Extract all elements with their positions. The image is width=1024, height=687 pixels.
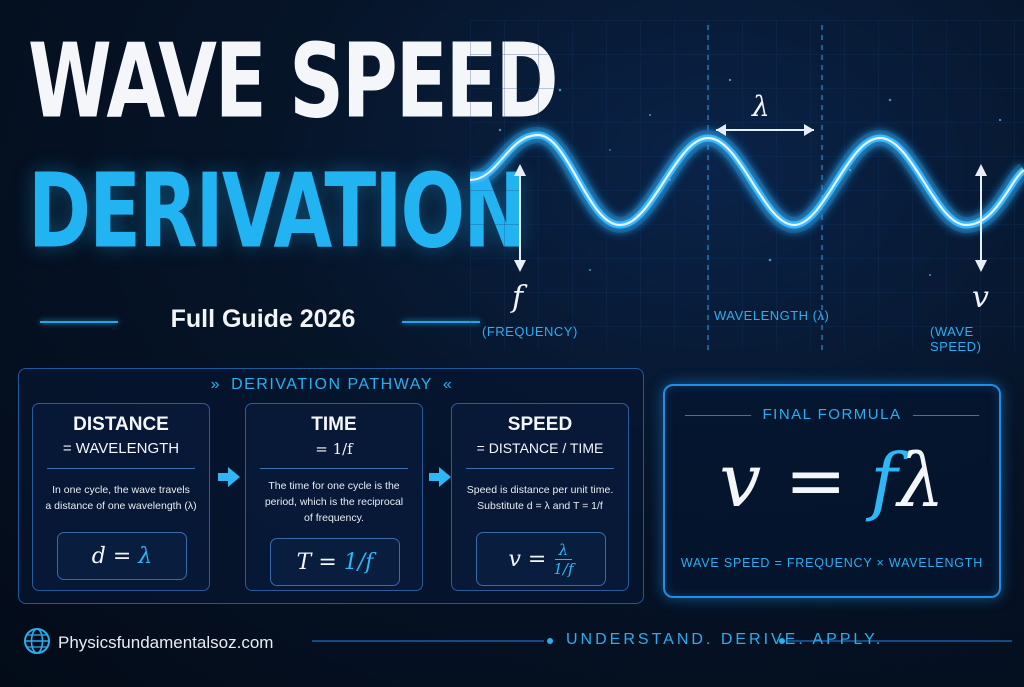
step-description: The time for one cycle is the period, wh… (252, 478, 416, 526)
pathway-title-text: DERIVATION PATHWAY (231, 376, 433, 393)
wave-speed-symbol: v (972, 280, 989, 315)
frequency-symbol: f (512, 280, 524, 315)
step-desc-line: In one cycle, the wave travels (52, 484, 190, 496)
formula-lambda: λ (897, 438, 945, 524)
wave-graphic (470, 20, 1024, 350)
equation-box: v = λ 1/f (476, 532, 606, 586)
step-desc-line: Speed is distance per unit time. (466, 484, 614, 496)
derivation-pathway-panel: » DERIVATION PATHWAY « DISTANCE = WAVELENG… (18, 368, 644, 604)
step-sub: = 1/f (315, 440, 353, 458)
wavelength-label: WAVELENGTH (λ) (714, 308, 830, 323)
eq-numerator: λ (554, 541, 573, 560)
wave-illustration: λ f (FREQUENCY) WAVELENGTH (λ) v (WAVE S… (470, 20, 1024, 354)
step-head: DISTANCE (73, 414, 169, 435)
step-card-time: TIME = 1/f The time for one cycle is the… (245, 403, 423, 591)
arrow-right-icon (218, 467, 240, 487)
step-head: TIME (311, 414, 357, 435)
step-desc-line: a distance of one wavelength (λ) (45, 500, 197, 512)
lambda-symbol: λ (752, 90, 770, 123)
formula-f: f (870, 438, 898, 524)
wave-speed-label: (WAVE SPEED) (930, 324, 982, 354)
title-line-2: DERIVATION (28, 150, 527, 271)
eq-fraction: λ 1/f (553, 541, 573, 578)
footer-website[interactable]: Physicsfundamentalsoz.com (58, 633, 274, 652)
step-card-distance: DISTANCE = WAVELENGTH In one cycle, the … (32, 403, 210, 591)
double-arrow-icon: « (442, 376, 454, 393)
step-divider (47, 468, 195, 469)
step-desc-line: of frequency. (304, 512, 364, 524)
pathway-title: » DERIVATION PATHWAY « (19, 376, 645, 394)
subtitle-row: Full Guide 2026 (40, 305, 480, 339)
step-description: In one cycle, the wave travels a distanc… (39, 482, 203, 514)
equation-box: T = 1/f (270, 538, 400, 586)
step-divider (466, 468, 614, 469)
eq-left: d = (91, 543, 139, 569)
subtitle-line-right (402, 321, 480, 323)
formula-v: v (719, 438, 762, 524)
footer-divider (312, 638, 1012, 644)
subtitle: Full Guide 2026 (170, 305, 356, 333)
formula-caption: WAVE SPEED = FREQUENCY × WAVELENGTH (680, 556, 984, 570)
eq-right: λ (138, 543, 153, 569)
step-head: SPEED (507, 414, 573, 435)
final-formula-panel: FINAL FORMULA v = fλ WAVE SPEED = FREQUE… (663, 384, 1001, 598)
final-formula: v = fλ (665, 444, 999, 518)
eq-left: T = (296, 549, 344, 575)
formula-title-line-right (913, 415, 979, 416)
final-formula-title: FINAL FORMULA (762, 406, 902, 423)
formula-equals: = (761, 438, 871, 524)
footer-tagline: UNDERSTAND. DERIVE. APPLY. (566, 631, 884, 648)
globe-icon (24, 628, 50, 654)
frequency-label: (FREQUENCY) (482, 324, 578, 339)
eq-left: v = (508, 546, 554, 572)
formula-title-line-left (685, 415, 751, 416)
eq-right: 1/f (343, 549, 374, 575)
arrow-right-icon (429, 467, 451, 487)
eq-denominator: 1/f (553, 559, 574, 578)
equation-box: d = λ (57, 532, 187, 580)
double-arrow-icon: » (210, 376, 222, 393)
step-sub: = DISTANCE / TIME (476, 440, 604, 456)
step-desc-line: period, which is the reciprocal (264, 496, 404, 508)
step-desc-line: Substitute d = λ and T = 1/f (477, 500, 603, 512)
step-divider (260, 468, 408, 469)
step-sub: = WAVELENGTH (62, 440, 180, 457)
step-desc-line: The time for one cycle is the (268, 480, 400, 492)
step-card-speed: SPEED = DISTANCE / TIME Speed is distanc… (451, 403, 629, 591)
subtitle-line-left (40, 321, 118, 323)
step-description: Speed is distance per unit time. Substit… (458, 482, 622, 514)
